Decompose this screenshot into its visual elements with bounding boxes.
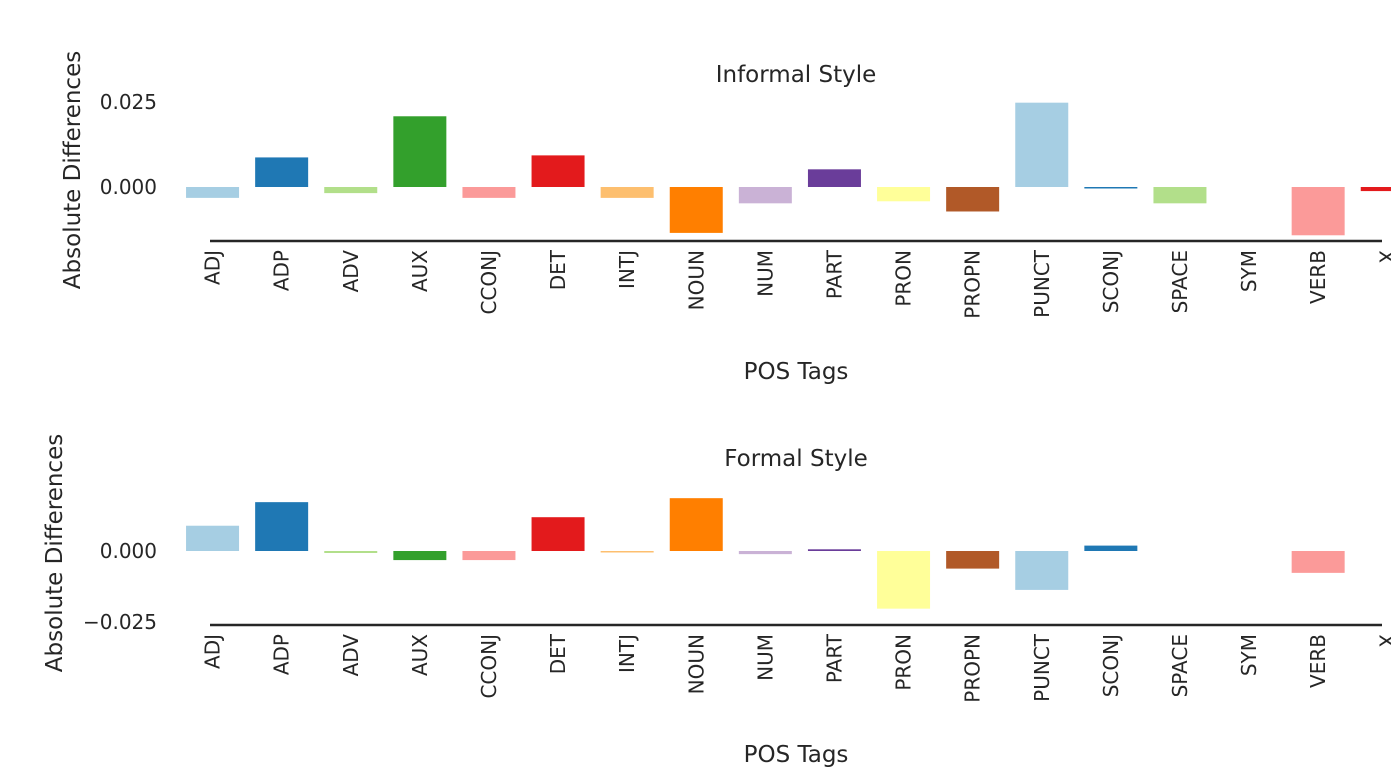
informal-bar-part <box>807 169 861 187</box>
informal-x-tick-noun: NOUN <box>684 250 708 310</box>
formal-x-tick-labels: ADJ ADP ADV AUX CCONJ DET INTJ NOUN NUM PART PRON P… <box>201 633 1391 703</box>
informal-x-tick-propn: PROPN <box>961 250 985 319</box>
informal-y-tick-0: 0.000 <box>100 175 157 199</box>
formal-x-tick-x: X <box>1375 634 1391 648</box>
informal-x-tick-aux: AUX <box>408 250 432 292</box>
informal-bar-verb <box>1291 187 1345 236</box>
formal-x-tick-adp: ADP <box>270 634 294 675</box>
informal-x-tick-cconj: CCONJ <box>477 250 501 315</box>
formal-x-tick-cconj: CCONJ <box>477 634 501 699</box>
formal-x-tick-noun: NOUN <box>684 634 708 694</box>
formal-bar-cconj <box>462 551 516 561</box>
informal-style-panel: Informal Style Absolute Differences POS … <box>60 51 1391 385</box>
informal-bar-adj <box>186 187 240 198</box>
formal-x-tick-adv: ADV <box>339 634 363 677</box>
informal-bar-pron <box>877 187 931 202</box>
informal-x-tick-space: SPACE <box>1168 250 1192 313</box>
informal-x-tick-pron: PRON <box>892 250 916 307</box>
informal-bar-adv <box>324 187 378 194</box>
informal-bar-adp <box>255 157 309 187</box>
formal-x-axis-label: POS Tags <box>744 742 849 768</box>
informal-x-tick-adv: ADV <box>339 250 363 293</box>
formal-bar-pron <box>877 551 931 609</box>
formal-x-tick-intj: INTJ <box>615 634 639 673</box>
informal-y-tick-labels: 0.000 0.025 <box>100 90 157 199</box>
formal-x-tick-sym: SYM <box>1237 634 1261 676</box>
informal-x-tick-punct: PUNCT <box>1030 249 1054 318</box>
formal-bar-verb <box>1291 551 1345 573</box>
formal-x-tick-pron: PRON <box>892 634 916 691</box>
informal-bar-noun <box>669 187 723 233</box>
formal-bar-part <box>807 549 861 551</box>
informal-x-tick-adp: ADP <box>270 250 294 291</box>
informal-y-axis-label: Absolute Differences <box>60 51 86 289</box>
formal-x-tick-sconj: SCONJ <box>1099 634 1123 697</box>
informal-x-tick-adj: ADJ <box>201 250 225 285</box>
informal-bar-x <box>1360 187 1391 192</box>
formal-x-tick-space: SPACE <box>1168 634 1192 697</box>
informal-bar-cconj <box>462 187 516 198</box>
formal-bar-aux <box>393 551 447 561</box>
formal-x-tick-punct: PUNCT <box>1030 633 1054 702</box>
formal-bar-intj <box>600 551 654 553</box>
formal-x-tick-propn: PROPN <box>961 634 985 703</box>
formal-y-tick-labels: −0.025 0.000 <box>83 539 157 634</box>
informal-chart-title: Informal Style <box>716 62 877 88</box>
informal-x-tick-x: X <box>1375 250 1391 264</box>
informal-bar-punct <box>1015 102 1069 187</box>
formal-bar-adv <box>324 551 378 553</box>
informal-x-tick-labels: ADJ ADP ADV AUX CCONJ DET INTJ NOUN NUM PART PRON P… <box>201 249 1391 319</box>
formal-bar-noun <box>669 498 723 551</box>
formal-bars <box>186 498 1345 609</box>
informal-bar-sconj <box>1084 187 1138 189</box>
informal-x-axis-label: POS Tags <box>744 359 849 385</box>
informal-bar-space <box>1153 187 1207 204</box>
formal-bar-adj <box>186 525 240 551</box>
formal-y-tick-0: −0.025 <box>83 610 157 634</box>
informal-x-tick-det: DET <box>546 249 570 290</box>
formal-style-panel: Formal Style Absolute Differences POS Ta… <box>42 434 1391 768</box>
formal-bar-num <box>738 551 792 555</box>
formal-x-tick-det: DET <box>546 633 570 674</box>
formal-x-tick-part: PART <box>822 633 846 683</box>
informal-x-tick-sym: SYM <box>1237 250 1261 292</box>
formal-y-tick-1: 0.000 <box>100 539 157 563</box>
formal-bar-det <box>531 517 585 551</box>
informal-x-tick-sconj: SCONJ <box>1099 250 1123 313</box>
formal-x-tick-verb: VERB <box>1306 634 1330 688</box>
informal-bar-det <box>531 155 585 187</box>
formal-y-axis-label: Absolute Differences <box>42 434 68 672</box>
informal-bar-intj <box>600 187 654 198</box>
informal-bar-num <box>738 187 792 204</box>
informal-bar-aux <box>393 116 447 187</box>
formal-bar-sconj <box>1084 545 1138 551</box>
informal-bar-propn <box>946 187 1000 212</box>
informal-x-tick-num: NUM <box>753 250 777 297</box>
informal-x-tick-verb: VERB <box>1306 250 1330 304</box>
formal-x-tick-aux: AUX <box>408 634 432 676</box>
informal-y-tick-1: 0.025 <box>100 90 157 114</box>
formal-bar-adp <box>255 502 309 551</box>
formal-chart-title: Formal Style <box>724 446 868 472</box>
formal-bar-propn <box>946 551 1000 569</box>
formal-x-tick-adj: ADJ <box>201 634 225 669</box>
informal-x-tick-part: PART <box>822 249 846 299</box>
informal-x-tick-intj: INTJ <box>615 250 639 289</box>
informal-bars <box>186 102 1391 236</box>
formal-x-tick-num: NUM <box>753 634 777 681</box>
formal-bar-punct <box>1015 551 1069 590</box>
